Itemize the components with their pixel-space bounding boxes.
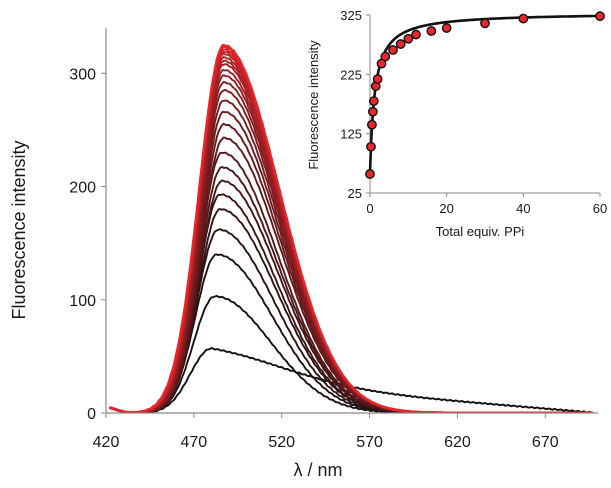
main-y-ticks: 0 100 200 300 — [69, 66, 106, 423]
inset-x-tick-label: 0 — [366, 201, 373, 216]
inset-y-tick-label: 25 — [348, 186, 362, 201]
inset-data-point — [368, 96, 379, 106]
inset-data-point — [380, 51, 391, 62]
inset-data-point — [411, 29, 421, 40]
inset-y-ticks: 25 125 225 325 — [340, 8, 370, 201]
inset-data-point — [595, 11, 605, 22]
inset-data-point — [518, 13, 529, 24]
inset-data-point — [372, 74, 383, 84]
inset-data-point — [388, 45, 398, 55]
main-y-tick-label: 0 — [87, 406, 96, 423]
spectrum-curve — [109, 208, 593, 414]
inset-y-tick-label: 325 — [340, 8, 362, 23]
main-x-tick-label: 520 — [268, 434, 295, 451]
inset-data-point — [366, 141, 376, 152]
inset-data-point — [441, 23, 452, 33]
main-x-tick-label: 620 — [444, 434, 471, 451]
main-x-tick-label: 470 — [181, 434, 208, 451]
main-x-tick-label: 420 — [93, 434, 120, 451]
main-x-tick-label: 570 — [356, 434, 383, 451]
inset-x-tick-label: 60 — [593, 201, 607, 216]
inset-x-ticks: 0 20 40 60 — [366, 193, 607, 216]
main-x-ticks: 420 470 520 570 620 670 — [93, 413, 559, 451]
main-y-tick-label: 300 — [69, 66, 96, 83]
main-y-tick-label: 100 — [69, 293, 96, 310]
inset-y-tick-label: 125 — [340, 127, 362, 142]
inset-data-point — [367, 119, 377, 130]
inset-data-point — [426, 26, 437, 36]
inset-data-point — [365, 169, 375, 179]
main-x-tick-label: 670 — [532, 434, 559, 451]
inset-y-tick-label: 225 — [340, 67, 362, 82]
inset-x-tick-label: 20 — [439, 201, 453, 216]
main-x-axis-label: λ / nm — [293, 460, 342, 480]
main-y-tick-label: 200 — [69, 180, 96, 197]
inset-chart: 0 20 40 60 25 125 225 325 Total equiv. PPi Flu… — [306, 8, 607, 239]
inset-data-point — [403, 33, 414, 44]
inset-x-axis-label: Total equiv. PPi — [436, 224, 525, 239]
main-y-axis-label: Fluorescence intensity — [9, 140, 29, 319]
inset-x-tick-label: 40 — [516, 201, 530, 216]
inset-y-axis-label: Fluorescence intensity — [306, 40, 321, 170]
inset-data-point — [395, 39, 406, 49]
inset-data-point — [367, 106, 378, 117]
inset-data-point — [480, 18, 490, 29]
inset-data-points — [365, 11, 605, 179]
